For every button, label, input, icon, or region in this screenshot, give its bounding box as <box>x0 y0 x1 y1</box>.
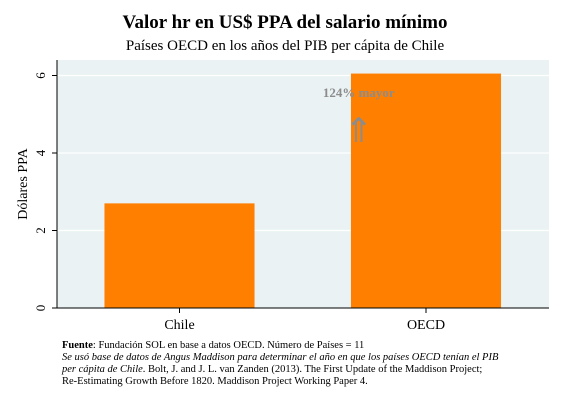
source-text: : Fundación SOL en base a datos OECD. Nú… <box>92 340 365 351</box>
method-note-line: Se usó base de datos de Angus Maddison p… <box>62 352 499 363</box>
y-tick-label: 6 <box>33 72 48 79</box>
reference-note-line: per cápita de Chile. Bolt, J. and J. L. … <box>62 364 562 376</box>
source-note: Fuente: Fundación SOL en base a datos OE… <box>62 340 562 352</box>
x-tick-label: Chile <box>164 318 194 333</box>
reference-note-text: . Bolt, J. and J. L. van Zanden (2013). … <box>142 364 483 375</box>
y-tick-label: 4 <box>33 149 48 156</box>
method-note-italic: per cápita de Chile <box>62 364 143 375</box>
reference-note-line-2: Re-Estimating Growth Before 1820. Maddis… <box>62 376 368 387</box>
up-arrow-icon: ⇑ <box>345 111 374 151</box>
bar-chile <box>104 203 255 308</box>
bar-oecd <box>350 73 502 308</box>
annotation-label: 124% mayor <box>323 85 395 100</box>
y-tick-label: 0 <box>33 305 48 312</box>
x-tick-label: OECD <box>407 318 445 333</box>
chart-subtitle: Países OECD en los años del PIB per cápi… <box>125 38 445 54</box>
source-label: Fuente <box>62 340 93 351</box>
y-axis-label: Dólares PPA <box>16 147 31 219</box>
chart-title: Valor hr en US$ PPA del salario mínimo <box>122 12 448 33</box>
y-tick-label: 2 <box>33 227 48 234</box>
